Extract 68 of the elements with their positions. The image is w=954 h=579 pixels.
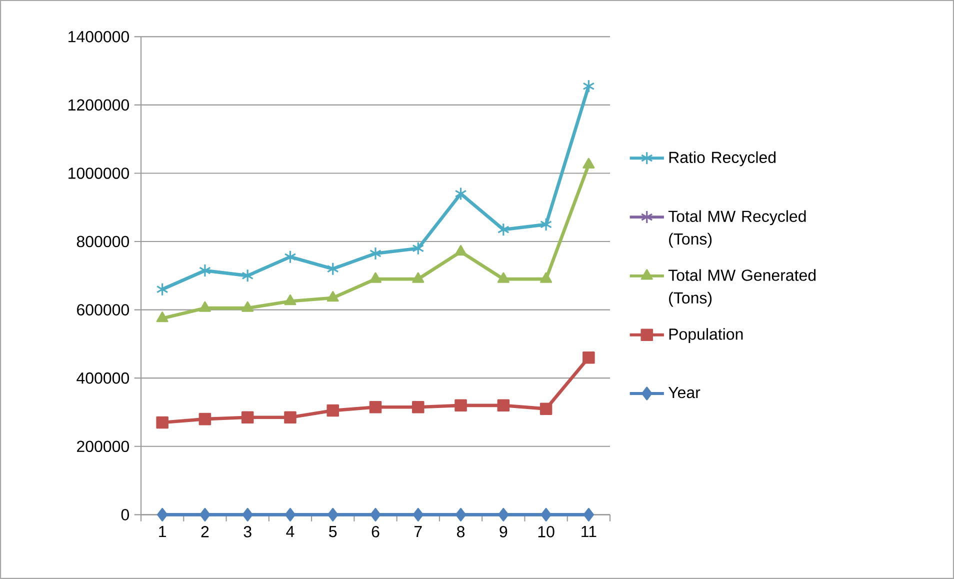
point (412, 400, 424, 414)
y-tick-label: 1000000 (68, 168, 129, 179)
x-tick-label: 8 (457, 526, 465, 538)
point (412, 272, 424, 283)
point (540, 402, 552, 415)
point (582, 79, 595, 93)
y-tick-label: 0 (121, 509, 130, 520)
point (454, 186, 467, 201)
x-tick-label: 10 (538, 526, 554, 538)
point (156, 312, 168, 322)
point (412, 508, 424, 522)
point (284, 411, 296, 424)
point (497, 399, 510, 412)
legend-label: Ratio Recycled (669, 151, 776, 166)
point (540, 218, 552, 232)
point (284, 250, 296, 264)
y-tick-label: 200000 (77, 440, 129, 452)
legend-label: Total MW Recycled (Tons) (668, 210, 806, 248)
y-tick-label: 1400000 (68, 31, 129, 42)
x-tick-label: 1 (159, 526, 166, 538)
point (582, 158, 595, 168)
point (370, 272, 382, 283)
point (284, 508, 296, 522)
point (284, 294, 296, 306)
point (157, 508, 168, 522)
point (497, 272, 510, 283)
point (328, 508, 338, 522)
point (370, 246, 382, 260)
point (455, 508, 466, 522)
point (454, 244, 467, 256)
point (326, 404, 339, 417)
legend-label: Population (669, 328, 743, 344)
y-tick-label: 600000 (77, 304, 129, 316)
x-tick-label: 5 (329, 526, 337, 538)
point (497, 222, 510, 236)
point (412, 242, 424, 256)
point (242, 508, 253, 522)
point (198, 301, 211, 312)
y-tick-label: 400000 (76, 372, 129, 384)
legend-label: Year (668, 387, 700, 398)
point (540, 508, 552, 522)
point (540, 272, 552, 283)
point (498, 508, 509, 522)
point (241, 411, 254, 424)
point (156, 416, 168, 429)
point (369, 400, 382, 414)
point (326, 291, 339, 302)
x-tick-label: 6 (372, 526, 380, 538)
legend-label: Total MW Generated (Tons) (668, 269, 816, 307)
point (583, 508, 594, 522)
x-tick-label: 2 (201, 526, 209, 538)
y-tick-label: 800000 (76, 236, 129, 248)
x-tick-label: 7 (414, 526, 422, 538)
y-tick-label: 1200000 (68, 99, 129, 111)
point (454, 399, 467, 412)
x-tick-label: 9 (500, 526, 508, 538)
point (242, 301, 254, 312)
point (242, 268, 254, 282)
x-tick-label: 11 (582, 526, 596, 538)
point (582, 351, 595, 364)
x-tick-label: 4 (286, 526, 294, 538)
x-tick-label: 3 (244, 526, 252, 538)
point (370, 508, 381, 522)
point (200, 508, 210, 522)
point (198, 412, 212, 426)
point (198, 264, 211, 278)
point (326, 262, 339, 276)
point (156, 282, 168, 296)
